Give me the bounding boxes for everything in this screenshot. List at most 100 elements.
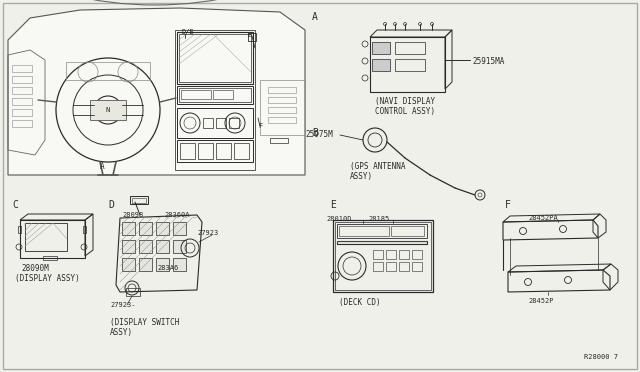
- Bar: [177, 108, 253, 138]
- Bar: [122, 222, 135, 235]
- Bar: [122, 258, 135, 271]
- Bar: [260, 80, 305, 135]
- Bar: [173, 222, 186, 235]
- Bar: [373, 250, 383, 259]
- Bar: [337, 241, 427, 244]
- Bar: [177, 140, 253, 162]
- Bar: [139, 240, 152, 253]
- Bar: [399, 250, 409, 259]
- Text: 28360A: 28360A: [164, 212, 189, 218]
- Bar: [139, 222, 152, 235]
- Bar: [412, 250, 422, 259]
- Bar: [12, 109, 32, 116]
- Text: (DISPLAY SWITCH
ASSY): (DISPLAY SWITCH ASSY): [110, 318, 179, 337]
- Bar: [177, 86, 253, 104]
- Bar: [130, 196, 148, 204]
- Text: 28010D: 28010D: [326, 216, 351, 222]
- Bar: [335, 222, 431, 290]
- Text: 25915MA: 25915MA: [472, 57, 504, 66]
- Text: 27923-: 27923-: [110, 302, 136, 308]
- Bar: [268, 117, 296, 123]
- Text: 28098: 28098: [122, 212, 143, 218]
- Bar: [181, 90, 211, 99]
- Bar: [333, 220, 433, 292]
- Bar: [268, 107, 296, 113]
- Bar: [139, 258, 152, 271]
- Bar: [229, 118, 239, 128]
- Text: B: B: [247, 32, 252, 38]
- Bar: [337, 224, 427, 238]
- Bar: [20, 220, 85, 258]
- Bar: [370, 37, 445, 92]
- Text: 27923: 27923: [197, 230, 218, 236]
- Text: B: B: [312, 128, 318, 138]
- Bar: [25, 223, 67, 251]
- Bar: [198, 143, 213, 159]
- Bar: [43, 256, 57, 260]
- Bar: [175, 30, 255, 170]
- Bar: [373, 262, 383, 271]
- Bar: [12, 98, 32, 105]
- Bar: [83, 226, 86, 233]
- Text: N: N: [106, 107, 110, 113]
- Text: 28090M: 28090M: [21, 264, 49, 273]
- Bar: [12, 120, 32, 127]
- Bar: [126, 288, 140, 296]
- Bar: [248, 33, 256, 41]
- Bar: [399, 262, 409, 271]
- Bar: [203, 118, 213, 128]
- Bar: [18, 226, 21, 233]
- Bar: [372, 42, 390, 54]
- Bar: [66, 62, 150, 80]
- Bar: [132, 198, 146, 203]
- Bar: [372, 59, 390, 71]
- Text: (DISPLAY ASSY): (DISPLAY ASSY): [15, 274, 80, 283]
- Text: 283A6: 283A6: [157, 265, 179, 271]
- Bar: [156, 240, 169, 253]
- Text: (NAVI DISPLAY
CONTROL ASSY): (NAVI DISPLAY CONTROL ASSY): [375, 97, 435, 116]
- Text: A: A: [312, 12, 318, 22]
- Bar: [412, 262, 422, 271]
- Text: F: F: [258, 123, 262, 129]
- Bar: [173, 240, 186, 253]
- Bar: [339, 226, 389, 236]
- Bar: [270, 138, 288, 143]
- Bar: [180, 143, 195, 159]
- Text: D: D: [108, 200, 114, 210]
- Polygon shape: [8, 8, 305, 175]
- Text: C: C: [12, 200, 18, 210]
- Text: E: E: [330, 200, 336, 210]
- Bar: [386, 250, 396, 259]
- Text: (DECK CD): (DECK CD): [339, 298, 381, 307]
- Text: 28185: 28185: [368, 216, 389, 222]
- Bar: [12, 87, 32, 94]
- Text: D/E: D/E: [182, 29, 195, 35]
- Text: 25975M: 25975M: [305, 130, 333, 139]
- Bar: [179, 34, 251, 82]
- Bar: [213, 90, 233, 99]
- Bar: [122, 240, 135, 253]
- Bar: [177, 32, 253, 84]
- Bar: [268, 97, 296, 103]
- Text: 28452P: 28452P: [528, 298, 554, 304]
- Bar: [12, 65, 32, 72]
- Bar: [90, 100, 126, 120]
- Bar: [386, 262, 396, 271]
- Text: (GPS ANTENNA
ASSY): (GPS ANTENNA ASSY): [350, 162, 406, 182]
- Bar: [156, 258, 169, 271]
- Text: A: A: [100, 162, 104, 171]
- Bar: [216, 143, 231, 159]
- Bar: [395, 42, 425, 54]
- Text: F: F: [505, 200, 511, 210]
- Bar: [179, 88, 251, 102]
- Bar: [156, 222, 169, 235]
- Bar: [173, 258, 186, 271]
- Text: 28452PA: 28452PA: [528, 215, 557, 221]
- Text: R28000 7: R28000 7: [584, 354, 618, 360]
- Bar: [12, 76, 32, 83]
- Bar: [391, 226, 424, 236]
- Bar: [395, 59, 425, 71]
- Bar: [268, 87, 296, 93]
- Bar: [216, 118, 226, 128]
- Bar: [234, 143, 249, 159]
